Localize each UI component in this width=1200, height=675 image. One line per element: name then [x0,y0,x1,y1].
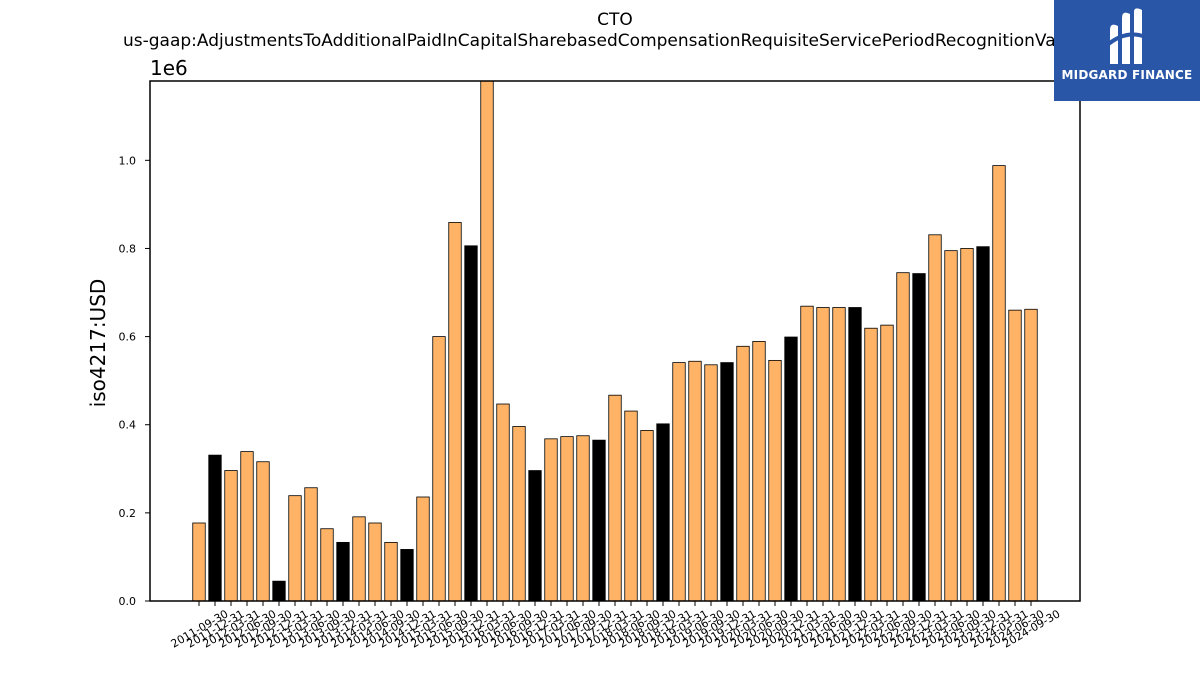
bar-series [192,80,1038,602]
bar-2021-12-31 [848,307,862,602]
brand-logo: MIDGARD FINANCE [1054,0,1200,101]
logo-text: MIDGARD FINANCE [1061,68,1193,82]
y-tick-label: 0.6 [119,331,137,344]
bar-2014-06-30 [368,522,382,602]
bar-2019-12-31 [720,362,734,602]
x-axis-ticks: 2011-09-302011-12-312012-03-312012-06-30… [169,601,1063,651]
bar-2021-03-31 [800,305,814,602]
plot-frame [149,80,1081,602]
bar-2017-03-31 [544,438,558,602]
bar-2013-03-31 [288,495,302,602]
bar-2019-06-30 [688,360,702,602]
chart-subtitle: us-gaap:AdjustmentsToAdditionalPaidInCap… [123,31,1082,51]
bar-2016-09-30 [512,426,526,602]
bar-2018-09-30 [640,430,654,602]
bar-2014-12-31 [400,549,414,602]
y-tick-label: 0.2 [119,507,137,520]
y-tick-label: 0.8 [119,242,137,255]
bar-2015-03-31 [416,496,430,602]
bar-2014-03-31 [352,516,366,602]
bar-2012-12-31 [272,580,286,602]
bar-2018-06-30 [624,410,638,602]
bar-2022-06-30 [880,324,894,602]
y-tick-label: 0.4 [119,419,137,432]
bar-2011-09-30 [192,522,206,602]
bar-2012-06-30 [240,451,254,602]
bar-2018-12-31 [656,423,670,602]
bar-2016-03-31 [480,80,494,602]
chart-title: CTO [597,10,633,30]
bar-2015-06-30 [432,336,446,602]
bar-2023-06-30 [944,250,958,602]
bar-2011-12-31 [208,454,222,602]
bar-2015-09-30 [448,222,462,602]
bar-2023-09-30 [960,248,974,602]
bar-2018-03-31 [608,394,622,602]
y-axis-ticks: 0.0 0.2 0.4 0.6 0.8 1.0 [119,154,150,608]
bar-2017-06-30 [560,436,574,602]
bar-2020-09-30 [768,359,782,602]
bar-2021-06-30 [816,307,830,602]
bar-2014-09-30 [384,541,398,602]
bar-2020-06-30 [752,341,766,602]
bar-2021-09-30 [832,307,846,602]
bar-2022-09-30 [896,272,910,602]
bar-2020-03-31 [736,345,750,602]
bar-2023-03-31 [928,234,942,602]
bar-2024-06-30 [1008,309,1022,602]
bar-2012-09-30 [256,461,270,602]
bar-2016-12-31 [528,470,542,602]
bar-2013-06-30 [304,487,318,602]
bar-2015-12-31 [464,245,478,602]
bar-2024-09-30 [1024,308,1038,602]
bar-2023-12-31 [976,246,990,602]
midgard-logo-icon [1104,8,1149,65]
bar-2016-06-30 [496,403,510,602]
bar-2022-03-31 [864,327,878,602]
bar-2017-09-30 [576,435,590,602]
bar-2013-12-31 [336,541,350,602]
bar-2019-03-31 [672,362,686,602]
bar-2017-12-31 [592,439,606,602]
y-tick-label: 0.0 [119,595,137,608]
bar-2012-03-31 [224,470,238,602]
bar-2013-09-30 [320,528,334,602]
bar-2024-03-31 [992,165,1006,602]
bar-2022-12-31 [912,273,926,602]
bar-2019-09-30 [704,364,718,602]
y-axis-multiplier: 1e6 [150,56,188,80]
bar-2020-12-31 [784,336,798,602]
y-axis-label: iso4217:USD [86,279,110,408]
y-tick-label: 1.0 [119,154,137,167]
